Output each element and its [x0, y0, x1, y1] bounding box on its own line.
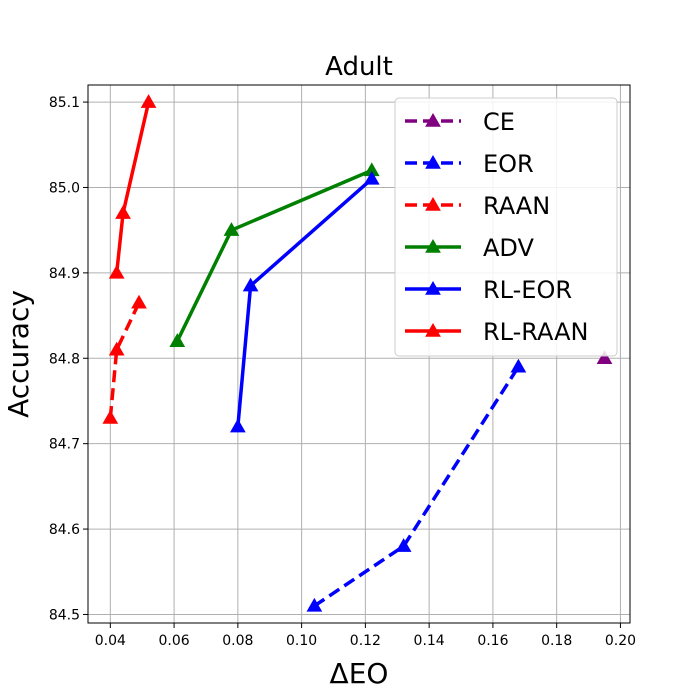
series-ce [596, 350, 613, 365]
series-rl-raan [108, 94, 157, 279]
data-point-marker [395, 538, 412, 552]
x-axis-ticks: 0.04 0.06 0.08 0.10 0.12 0.14 0.16 0.18 0.20 [95, 623, 636, 649]
x-tick-label: 0.10 [286, 633, 317, 649]
legend-marker [425, 112, 441, 127]
legend-label: ADV [483, 234, 534, 262]
legend-label: RL-RAAN [483, 318, 588, 346]
data-point-marker [131, 294, 147, 309]
legend-marker [425, 196, 441, 211]
series-eor [306, 358, 527, 612]
data-point-marker [140, 94, 157, 108]
series-line [175, 168, 373, 342]
legend-marker [425, 322, 441, 337]
data-point-marker [223, 222, 240, 236]
plot-frame [87, 84, 631, 624]
y-tick-label: 85.1 [49, 95, 80, 111]
x-tick-label: 0.20 [605, 633, 636, 649]
data-point-marker [108, 264, 125, 279]
x-tick-label: 0.04 [95, 633, 126, 649]
chart-title: Adult [325, 52, 393, 82]
y-tick-label: 84.6 [49, 522, 80, 538]
legend: CE EOR RAAN ADV RL-EOR RL-RAAN [394, 97, 618, 357]
legend-item-raan: RAAN [405, 192, 550, 220]
y-tick-label: 84.9 [49, 266, 80, 282]
legend-item-ce: CE [405, 108, 515, 136]
y-tick-label: 85.0 [49, 180, 80, 196]
series-raan [102, 294, 147, 424]
x-axis-label: ΔEO [330, 657, 389, 690]
data-point-marker [102, 410, 119, 424]
data-point-marker [510, 358, 527, 373]
data-point-marker [169, 333, 186, 347]
x-tick-label: 0.08 [222, 633, 253, 649]
legend-marker [425, 280, 441, 295]
legend-label: RL-EOR [483, 276, 572, 304]
data-point-marker [108, 341, 125, 356]
x-tick-label: 0.12 [350, 633, 381, 649]
y-tick-label: 84.5 [49, 607, 80, 623]
x-tick-label: 0.18 [541, 633, 572, 649]
legend-item-eor: EOR [405, 150, 534, 178]
legend-marker [425, 154, 441, 169]
plot-series [102, 94, 613, 612]
data-point-marker [242, 277, 259, 292]
legend-label: CE [483, 108, 515, 136]
x-tick-label: 0.14 [414, 633, 445, 649]
series-adv [169, 162, 380, 347]
legend-label: RAAN [483, 192, 550, 220]
y-tick-label: 84.8 [49, 351, 80, 367]
series-rl-eor [229, 170, 380, 433]
legend-item-rl-eor: RL-EOR [405, 276, 572, 304]
y-axis-ticks: 84.5 84.6 84.7 84.8 84.9 85.0 85.1 [49, 95, 88, 623]
x-tick-label: 0.16 [477, 633, 508, 649]
data-point-marker [363, 170, 380, 185]
series-line [313, 365, 520, 608]
data-point-marker [306, 597, 323, 612]
legend-label: EOR [483, 150, 534, 178]
legend-item-rl-raan: RL-RAAN [405, 318, 588, 346]
data-point-marker [115, 205, 131, 219]
data-point-marker [596, 350, 613, 365]
legend-item-adv: ADV [405, 234, 534, 262]
series-line [236, 177, 373, 427]
x-tick-label: 0.06 [158, 633, 189, 649]
data-point-marker [229, 418, 246, 433]
y-axis-label: Accuracy [2, 290, 35, 418]
y-tick-label: 84.7 [49, 437, 80, 453]
legend-marker [425, 238, 441, 253]
series-line [108, 302, 141, 419]
